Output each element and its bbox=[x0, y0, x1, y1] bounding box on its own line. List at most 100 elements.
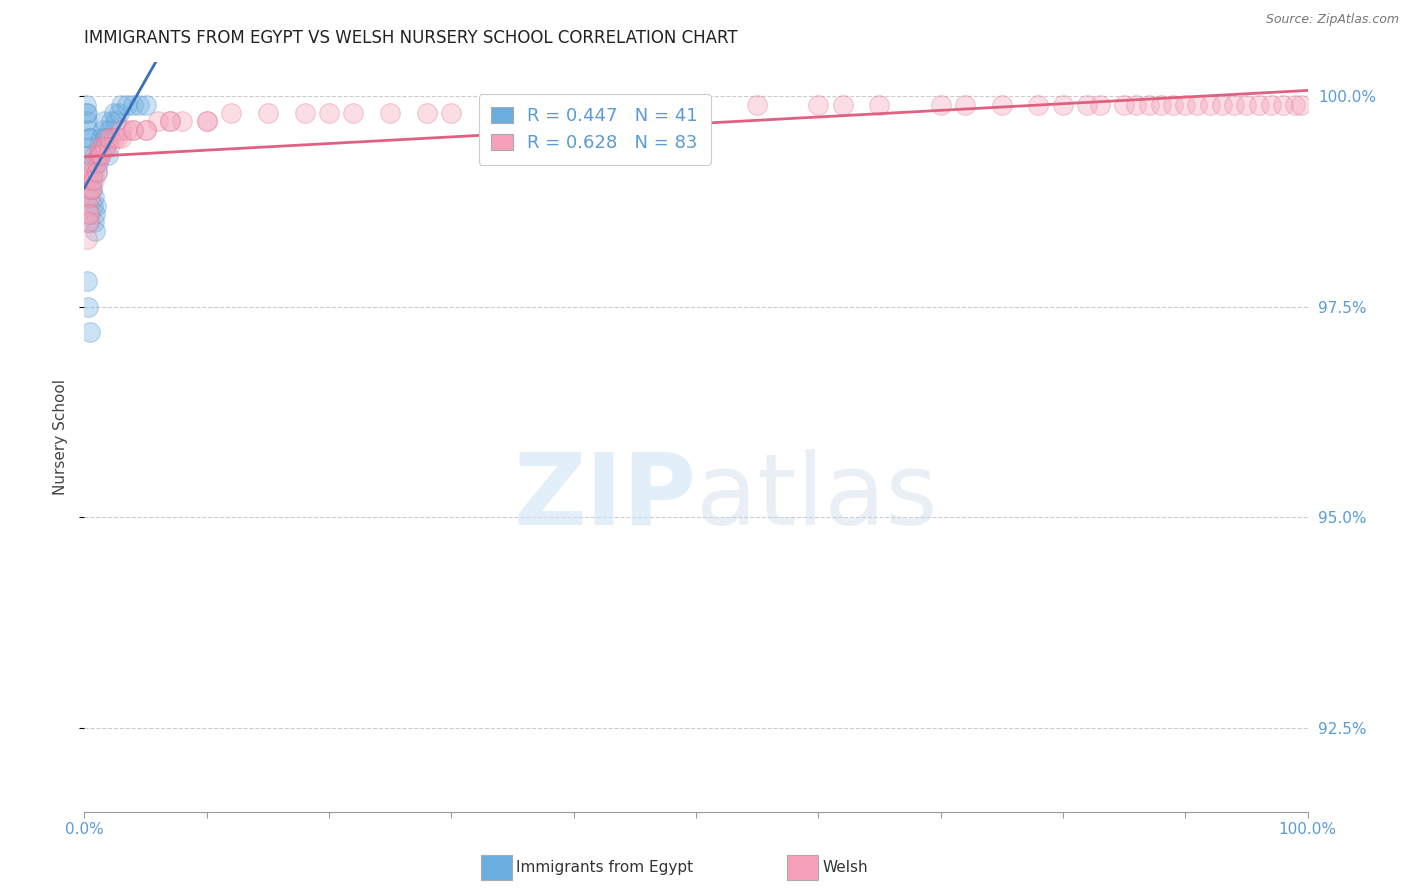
Point bbox=[1052, 97, 1074, 112]
Point bbox=[1260, 97, 1282, 112]
Point bbox=[1076, 97, 1098, 112]
Point bbox=[929, 97, 952, 112]
Point bbox=[135, 123, 157, 137]
Point bbox=[98, 131, 121, 145]
Point bbox=[87, 156, 110, 170]
Point bbox=[80, 156, 103, 170]
Y-axis label: Nursery School: Nursery School bbox=[53, 379, 69, 495]
Point bbox=[294, 106, 316, 120]
Point bbox=[75, 165, 97, 179]
Point bbox=[342, 106, 364, 120]
Point bbox=[685, 97, 707, 112]
Point bbox=[122, 123, 145, 137]
Point bbox=[79, 325, 101, 339]
Point bbox=[86, 165, 108, 179]
Text: IMMIGRANTS FROM EGYPT VS WELSH NURSERY SCHOOL CORRELATION CHART: IMMIGRANTS FROM EGYPT VS WELSH NURSERY S… bbox=[84, 29, 738, 47]
Point bbox=[94, 139, 117, 153]
Point bbox=[77, 215, 100, 229]
Point bbox=[1272, 97, 1295, 112]
Point bbox=[79, 131, 101, 145]
Point bbox=[90, 148, 112, 162]
Point bbox=[87, 148, 110, 162]
Point bbox=[1291, 97, 1313, 112]
Point bbox=[172, 114, 194, 128]
Point bbox=[318, 106, 340, 120]
Point bbox=[75, 173, 97, 187]
Point bbox=[1150, 97, 1173, 112]
Point bbox=[77, 139, 100, 153]
Point bbox=[76, 232, 98, 246]
Point bbox=[195, 114, 218, 128]
Point bbox=[807, 97, 830, 112]
Point bbox=[1211, 97, 1233, 112]
Point bbox=[122, 97, 145, 112]
Point bbox=[94, 131, 117, 145]
Point bbox=[84, 224, 107, 238]
Point bbox=[105, 114, 128, 128]
Point bbox=[103, 106, 125, 120]
Point bbox=[87, 139, 110, 153]
Point bbox=[83, 156, 105, 170]
Point bbox=[76, 173, 98, 187]
Point bbox=[122, 123, 145, 137]
Point bbox=[83, 190, 105, 204]
Point bbox=[75, 106, 97, 120]
Point bbox=[1187, 97, 1209, 112]
Text: ZIP: ZIP bbox=[513, 449, 696, 546]
Point bbox=[76, 106, 98, 120]
Point bbox=[1125, 97, 1147, 112]
Point bbox=[86, 165, 108, 179]
Point bbox=[1236, 97, 1258, 112]
Legend: R = 0.447   N = 41, R = 0.628   N = 83: R = 0.447 N = 41, R = 0.628 N = 83 bbox=[478, 94, 710, 165]
Point bbox=[76, 274, 98, 288]
Point bbox=[80, 182, 103, 196]
Point bbox=[1247, 97, 1270, 112]
Point bbox=[159, 114, 181, 128]
Point bbox=[82, 198, 104, 212]
Text: atlas: atlas bbox=[696, 449, 938, 546]
Point bbox=[135, 123, 157, 137]
Point bbox=[100, 114, 122, 128]
Point bbox=[1114, 97, 1136, 112]
Point bbox=[91, 139, 114, 153]
Point bbox=[103, 131, 125, 145]
Point bbox=[953, 97, 976, 112]
Text: Immigrants from Egypt: Immigrants from Egypt bbox=[516, 860, 693, 874]
Point bbox=[195, 114, 218, 128]
Point bbox=[1161, 97, 1184, 112]
Point bbox=[80, 173, 103, 187]
Point bbox=[77, 215, 100, 229]
Point bbox=[79, 182, 101, 196]
Point bbox=[79, 148, 101, 162]
Point bbox=[502, 106, 524, 120]
Point bbox=[105, 131, 128, 145]
Point bbox=[77, 123, 100, 137]
Point bbox=[831, 97, 853, 112]
Point bbox=[77, 207, 100, 221]
Point bbox=[91, 123, 114, 137]
Point bbox=[90, 131, 112, 145]
Point bbox=[1223, 97, 1246, 112]
Point bbox=[110, 131, 132, 145]
Point bbox=[86, 156, 108, 170]
Point bbox=[84, 198, 107, 212]
Point bbox=[416, 106, 439, 120]
Point bbox=[991, 97, 1014, 112]
Point bbox=[83, 207, 105, 221]
Point bbox=[77, 300, 100, 314]
Point bbox=[77, 131, 100, 145]
Point bbox=[257, 106, 280, 120]
Point bbox=[96, 139, 118, 153]
Point bbox=[82, 173, 104, 187]
Point bbox=[747, 97, 769, 112]
Point bbox=[83, 215, 105, 229]
Point bbox=[128, 97, 150, 112]
Point bbox=[77, 198, 100, 212]
Point bbox=[75, 97, 97, 112]
Point bbox=[1174, 97, 1197, 112]
Point bbox=[110, 97, 132, 112]
Point bbox=[97, 148, 120, 162]
Point bbox=[146, 114, 169, 128]
Point bbox=[869, 97, 891, 112]
Point bbox=[380, 106, 402, 120]
